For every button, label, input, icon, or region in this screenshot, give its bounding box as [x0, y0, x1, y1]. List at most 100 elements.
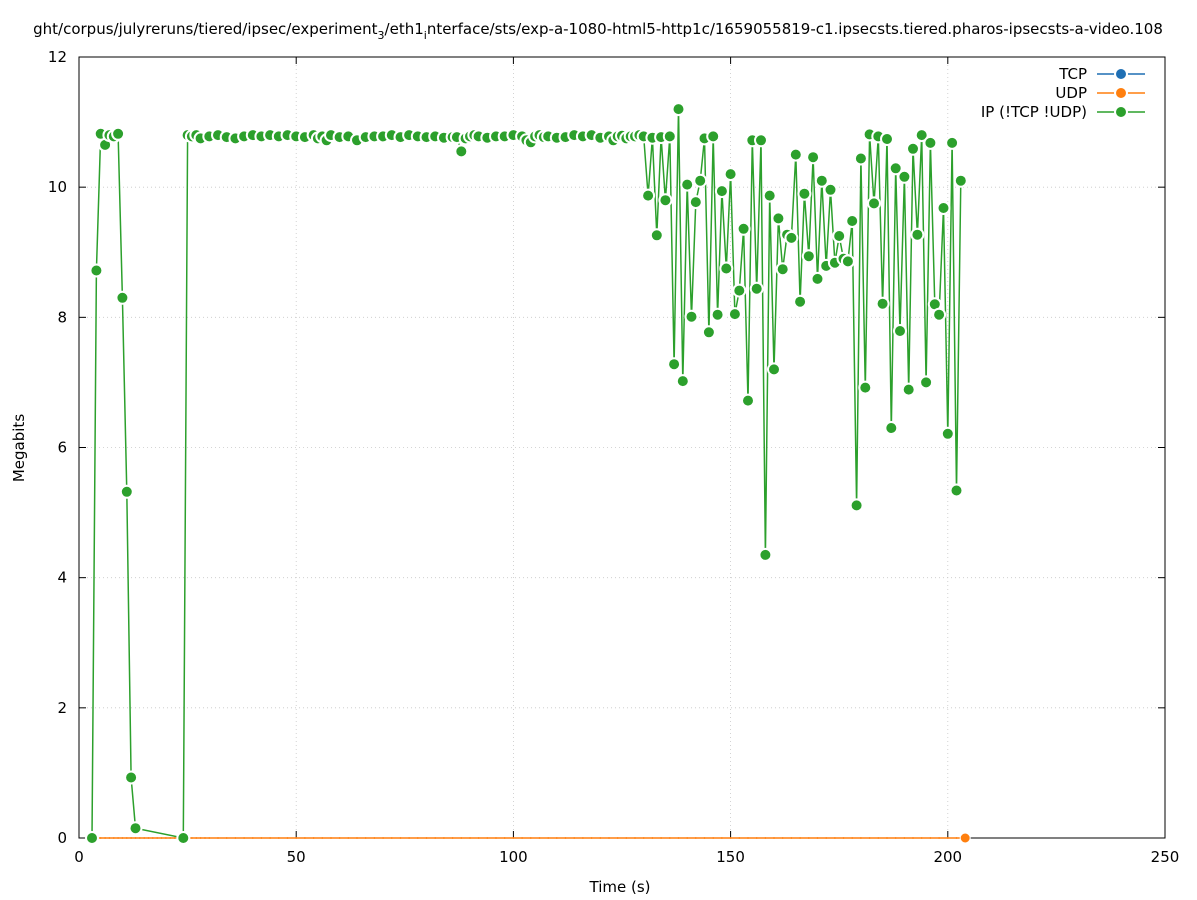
data-point [312, 837, 315, 839]
data-point [694, 837, 697, 839]
y-tick-label: 2 [57, 699, 67, 717]
chart-title: ght/corpus/julyreruns/tiered/ipsec/exper… [33, 20, 1163, 42]
data-point [641, 188, 656, 203]
data-point [204, 837, 206, 839]
data-point [912, 837, 914, 839]
data-point [897, 169, 912, 184]
data-point [117, 837, 119, 839]
data-point [521, 837, 523, 839]
data-point [914, 128, 929, 143]
data-point [851, 837, 854, 839]
data-point [165, 837, 167, 839]
data-point [749, 281, 764, 296]
data-point [642, 837, 645, 839]
data-point [712, 837, 715, 839]
data-point [775, 262, 790, 277]
data-point [754, 133, 768, 148]
data-point [671, 102, 686, 117]
data-point [888, 161, 903, 176]
data-point [147, 837, 150, 839]
data-point [801, 249, 816, 264]
data-point [217, 837, 219, 839]
data-point [842, 837, 845, 839]
data-point [840, 254, 855, 269]
data-point [477, 837, 480, 839]
data-point [104, 837, 106, 839]
legend-marker [1114, 105, 1128, 119]
data-point [529, 837, 532, 839]
y-tick-label: 8 [57, 308, 67, 326]
data-point [677, 837, 680, 839]
data-point [130, 837, 133, 839]
data-point [503, 837, 506, 839]
data-point [919, 375, 934, 390]
data-point [277, 837, 280, 839]
data-point [649, 228, 664, 243]
data-point [738, 837, 741, 839]
data-point [195, 837, 198, 839]
data-point [955, 837, 958, 839]
data-point [790, 837, 793, 839]
data-point [138, 837, 141, 839]
data-point [920, 837, 923, 839]
data-point [773, 837, 775, 839]
data-point [755, 837, 758, 839]
data-point [877, 837, 880, 839]
data-point [382, 837, 384, 839]
data-point [732, 283, 747, 298]
x-tick-label: 50 [287, 848, 306, 866]
data-point [886, 837, 888, 839]
data-point [932, 307, 947, 322]
data-point [747, 837, 749, 839]
x-tick-label: 0 [74, 848, 84, 866]
data-point [486, 837, 489, 839]
data-point [608, 837, 610, 839]
data-point [832, 229, 847, 243]
legend-label: TCP [1058, 65, 1087, 83]
data-point [128, 821, 143, 836]
data-point [693, 173, 708, 188]
data-point [867, 196, 881, 211]
y-tick-label: 6 [57, 439, 67, 457]
data-point [667, 357, 682, 372]
data-point [225, 837, 228, 839]
data-point [875, 296, 890, 311]
data-point [191, 837, 193, 839]
data-point [124, 770, 139, 785]
data-point [710, 307, 725, 322]
data-point [573, 837, 576, 839]
data-point [936, 201, 951, 215]
data-point [901, 382, 916, 397]
data-point [940, 426, 955, 441]
data-point [807, 837, 810, 839]
data-point [176, 831, 191, 845]
data-point [845, 214, 860, 228]
data-point [173, 837, 176, 839]
data-point [495, 837, 497, 839]
data-point [434, 837, 437, 839]
data-point [893, 324, 907, 338]
data-point [590, 837, 593, 839]
data-point [330, 837, 332, 839]
data-point [151, 837, 154, 839]
data-point [347, 837, 350, 839]
data-point [906, 141, 920, 156]
legend-marker [1114, 86, 1128, 100]
data-point [208, 837, 211, 839]
data-point [741, 393, 755, 408]
legend-entry: IP (!TCP !UDP) [981, 103, 1145, 121]
data-point [946, 837, 949, 839]
data-point [894, 837, 897, 839]
data-point [736, 221, 751, 236]
data-point [321, 837, 324, 839]
data-point [599, 837, 602, 839]
data-point [660, 837, 662, 839]
data-point [860, 837, 862, 839]
data-point [425, 837, 428, 839]
x-tick-label: 250 [1151, 848, 1180, 866]
data-point [125, 837, 128, 839]
data-point [767, 362, 781, 377]
series-2 [85, 102, 968, 845]
